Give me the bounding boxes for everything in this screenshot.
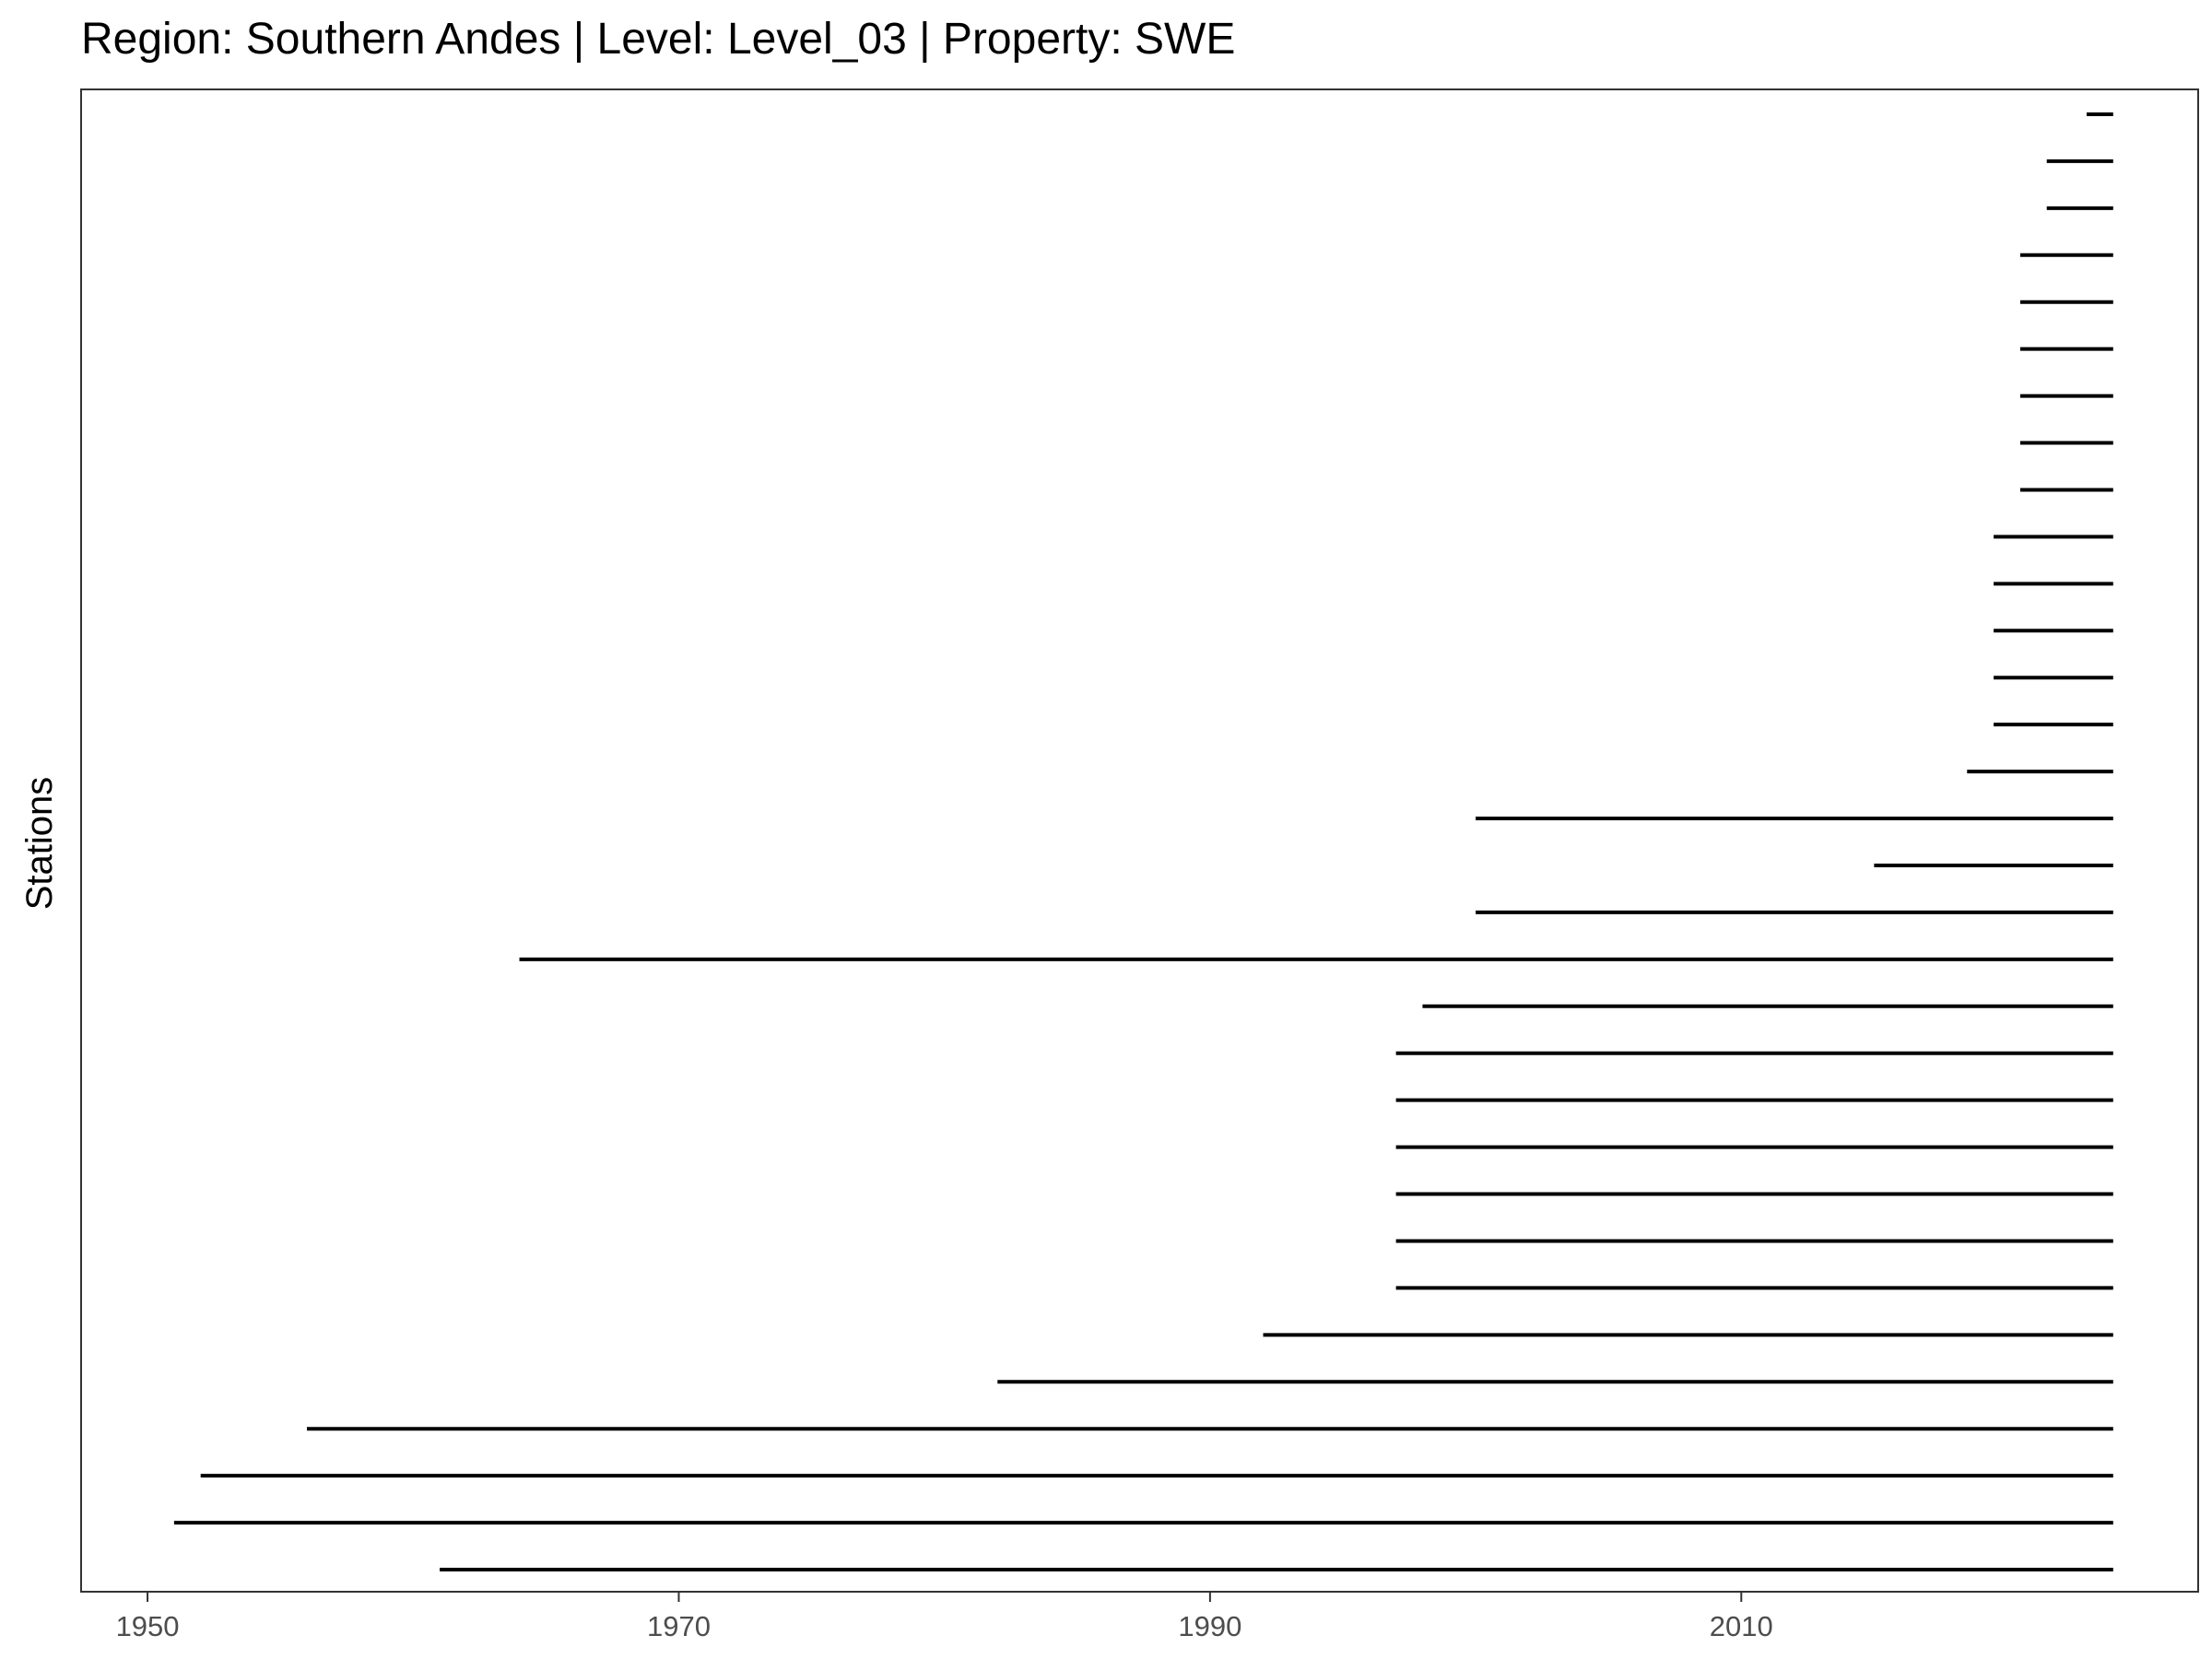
x-axis: 1950 1970 1990 2010 [116, 1592, 1773, 1642]
chart-title: Region: Southern Andes | Level: Level_03… [81, 15, 1235, 64]
plot-panel-border [80, 88, 2199, 1593]
x-tick-label-1970: 1970 [647, 1610, 711, 1642]
x-tick-label-1990: 1990 [1178, 1610, 1241, 1642]
y-axis-label: Stations [19, 777, 60, 911]
x-tick-label-2010: 2010 [1710, 1610, 1773, 1642]
station-lines [173, 112, 2113, 1571]
x-tick-label-1950: 1950 [116, 1610, 180, 1642]
